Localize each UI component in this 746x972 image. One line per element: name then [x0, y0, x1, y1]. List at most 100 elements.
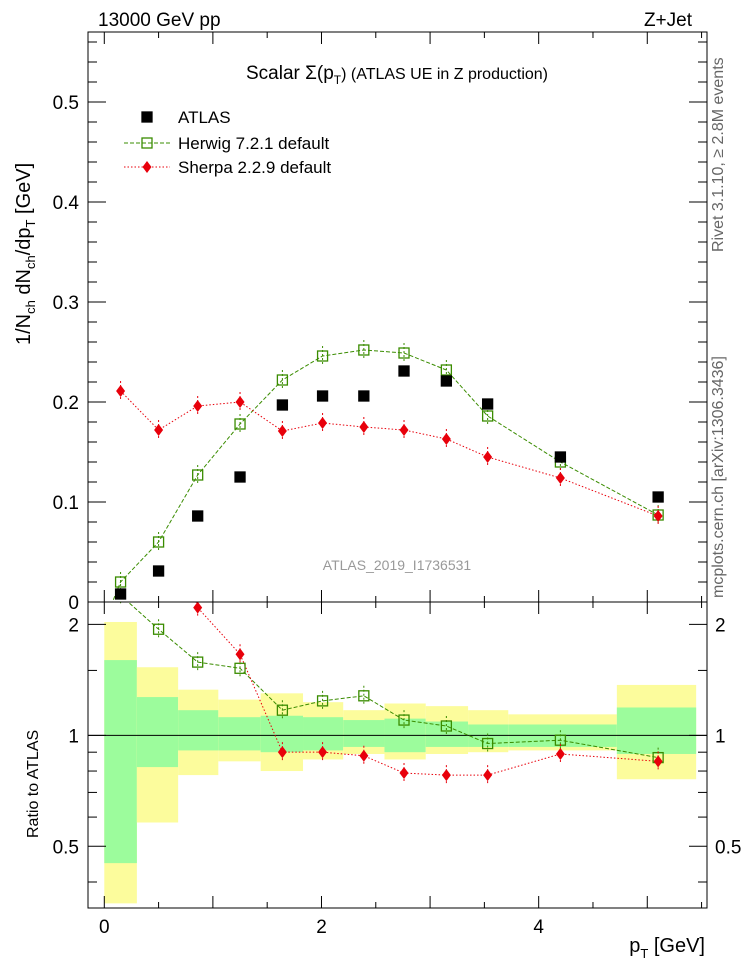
herwig-ratio-point [192, 656, 204, 668]
herwig-ratio-line [127, 602, 659, 759]
sherpa-point [483, 451, 493, 463]
atlas-point [234, 471, 246, 483]
herwig-ratio-point [234, 662, 246, 674]
y-tick-label: 0.3 [53, 293, 79, 314]
herwig-point [276, 374, 289, 386]
x-tick-label: 2 [316, 917, 327, 938]
stat-uncertainty-bin [425, 721, 469, 747]
sherpa-ratio-point [277, 746, 287, 759]
sherpa-point [154, 424, 164, 436]
atlas-point [316, 390, 329, 402]
ratio-xlabel: pT [GeV] [629, 935, 705, 961]
sherpa-ratio-point [399, 767, 409, 780]
x-tick-label: 4 [533, 917, 544, 938]
atlas-point [481, 398, 494, 410]
herwig-line [111, 349, 659, 602]
chart-title: Scalar Σ(pT) (ATLAS UE in Z production) [246, 63, 548, 87]
y-tick-label: 0 [68, 593, 79, 614]
sherpa-ratio-point [555, 747, 565, 760]
herwig-ratio-point [481, 737, 494, 750]
sherpa-ratio-point [193, 602, 203, 614]
sherpa-ratio-point [653, 755, 663, 768]
legend: ATLAS Herwig 7.2.1 default Sherpa 2.2.9 de… [124, 108, 331, 177]
ratio-series [116, 208, 664, 786]
atlas-point [398, 365, 410, 377]
stat-uncertainty-bin [178, 710, 219, 751]
sherpa-ratio-point [441, 769, 451, 782]
stat-uncertainty-bin [218, 717, 261, 751]
legend-label: Sherpa 2.2.9 default [178, 158, 331, 177]
herwig-ratio-point [358, 690, 370, 702]
sherpa-ratio-point [235, 648, 245, 661]
y-tick-label: 0.5 [53, 93, 79, 114]
sherpa-line [120, 390, 659, 517]
y-tick-label: 0.2 [53, 393, 79, 414]
y-tick-label: 0.1 [53, 493, 79, 514]
rivet-version-label: Rivet 3.1.10, ≥ 2.8M events [710, 57, 727, 252]
ratio-y-tick-label: 0.5 [53, 837, 79, 858]
herwig-point [398, 347, 410, 359]
ratio-ylabel: Ratio to ATLAS [25, 730, 42, 838]
ratio-axes: 0.5 0.5 1 1 2 2 0 2 4 [53, 602, 741, 938]
beam-label: 13000 GeV pp [98, 10, 221, 31]
herwig-point [114, 576, 127, 588]
ratio-frame [87, 601, 708, 909]
atlas-point [192, 510, 204, 522]
sherpa-point [116, 385, 126, 397]
herwig-point [316, 350, 329, 362]
stat-uncertainty-bin [343, 720, 385, 747]
stat-uncertainty-bin [104, 660, 137, 864]
main-series [111, 340, 664, 602]
sherpa-point [359, 421, 369, 433]
stat-uncertainty-bin [303, 717, 344, 751]
sherpa-point [193, 400, 203, 412]
ratio-y-tick-label-right: 1 [715, 726, 726, 747]
ratio-y-tick-label-right: 0.5 [715, 837, 741, 858]
main-ylabel: 1/Nch dNch/dpT [GeV] [13, 163, 38, 345]
sherpa-ratio-point [318, 746, 328, 759]
x-tick-label: 0 [99, 917, 110, 938]
herwig-point [234, 418, 246, 430]
atlas-point [358, 390, 370, 402]
sherpa-point [277, 425, 287, 437]
herwig-point [440, 364, 453, 376]
sherpa-point [441, 433, 451, 445]
herwig-ratio-point [440, 720, 453, 732]
atlas-point [652, 491, 664, 503]
herwig-ratio-point [316, 695, 329, 707]
herwig-point [358, 344, 370, 356]
herwig-point [192, 469, 204, 481]
ratio-y-tick-label: 1 [68, 726, 79, 747]
analysis-id: ATLAS_2019_I1736531 [323, 557, 472, 573]
sherpa-point [555, 472, 565, 484]
herwig-ratio-point [152, 623, 165, 635]
legend-sherpa-marker [142, 161, 152, 173]
herwig-point [152, 536, 165, 548]
stat-uncertainty-bin [616, 707, 697, 754]
stat-uncertainty-bin [136, 697, 179, 768]
legend-herwig-marker [141, 137, 153, 149]
atlas-point [440, 375, 453, 387]
sherpa-point [399, 424, 409, 436]
herwig-point [481, 410, 494, 422]
herwig-ratio-point [276, 704, 289, 716]
process-label: Z+Jet [644, 10, 693, 31]
sherpa-ratio-point [483, 769, 493, 782]
atlas-point [114, 588, 127, 600]
ratio-y-tick-label: 2 [68, 615, 79, 636]
sherpa-ratio-point [359, 749, 369, 762]
mcplots-label: mcplots.cern.ch [arXiv:1306.3436] [710, 356, 727, 598]
main-axes: 0 0.1 0.2 0.3 0.4 0.5 [53, 32, 707, 614]
sherpa-ratio-point [116, 208, 125, 220]
atlas-point [152, 565, 165, 577]
sherpa-point [235, 396, 245, 408]
sherpa-ratio-point [154, 456, 163, 468]
sherpa-point [653, 510, 663, 522]
sherpa-point [318, 417, 328, 429]
y-tick-label: 0.4 [53, 193, 80, 214]
legend-label: ATLAS [178, 108, 231, 127]
atlas-point [276, 399, 289, 411]
herwig-ratio-point [398, 714, 410, 726]
ratio-y-tick-label-right: 2 [715, 615, 726, 636]
